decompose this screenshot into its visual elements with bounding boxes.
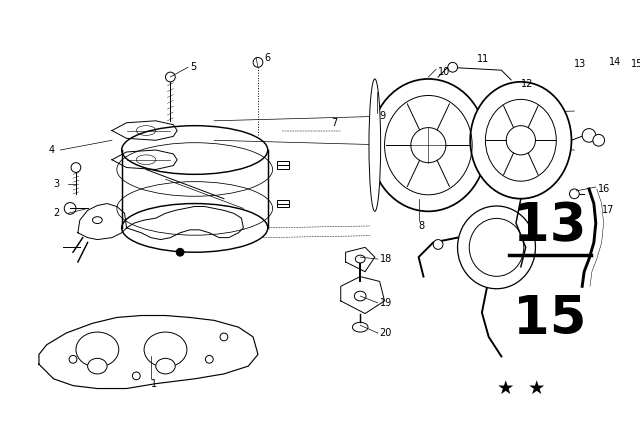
Text: 14: 14	[609, 57, 621, 67]
Ellipse shape	[370, 79, 487, 211]
Circle shape	[582, 129, 596, 142]
Circle shape	[220, 333, 228, 341]
Text: 3: 3	[54, 179, 60, 189]
Text: 16: 16	[598, 184, 610, 194]
Ellipse shape	[156, 358, 175, 374]
Text: 9: 9	[380, 111, 386, 121]
Text: 8: 8	[419, 221, 425, 231]
Ellipse shape	[458, 206, 536, 289]
Circle shape	[176, 248, 184, 256]
Text: 4: 4	[49, 145, 55, 155]
Circle shape	[64, 202, 76, 214]
Text: 6: 6	[265, 52, 271, 63]
Circle shape	[506, 126, 536, 155]
Circle shape	[448, 62, 458, 72]
Ellipse shape	[88, 358, 107, 374]
Text: 15: 15	[513, 293, 587, 345]
Circle shape	[205, 355, 213, 363]
Circle shape	[593, 134, 605, 146]
Text: 18: 18	[380, 254, 392, 264]
Circle shape	[411, 128, 446, 163]
Text: 5: 5	[190, 62, 196, 72]
Ellipse shape	[355, 255, 365, 263]
Text: 2: 2	[54, 208, 60, 218]
Text: 11: 11	[477, 55, 490, 65]
Circle shape	[253, 57, 263, 67]
Circle shape	[69, 355, 77, 363]
Bar	[278, 161, 289, 168]
Text: 13: 13	[513, 200, 587, 252]
Circle shape	[71, 163, 81, 172]
Circle shape	[433, 240, 443, 250]
Bar	[278, 200, 289, 207]
Ellipse shape	[369, 79, 381, 211]
Ellipse shape	[355, 291, 366, 301]
Text: 20: 20	[380, 328, 392, 338]
Text: 10: 10	[438, 67, 451, 77]
Text: 19: 19	[380, 298, 392, 308]
Ellipse shape	[76, 332, 119, 367]
Ellipse shape	[144, 332, 187, 367]
Circle shape	[166, 72, 175, 82]
Text: ★  ★: ★ ★	[497, 379, 545, 398]
Text: 1: 1	[151, 379, 157, 389]
Ellipse shape	[122, 203, 268, 252]
Text: 7: 7	[331, 118, 337, 128]
Text: 12: 12	[521, 79, 533, 89]
Ellipse shape	[470, 82, 572, 198]
Text: 15: 15	[631, 59, 640, 69]
Ellipse shape	[353, 322, 368, 332]
Circle shape	[570, 189, 579, 198]
Ellipse shape	[93, 217, 102, 224]
Circle shape	[132, 372, 140, 380]
Text: 13: 13	[574, 59, 587, 69]
Text: 17: 17	[602, 205, 614, 215]
